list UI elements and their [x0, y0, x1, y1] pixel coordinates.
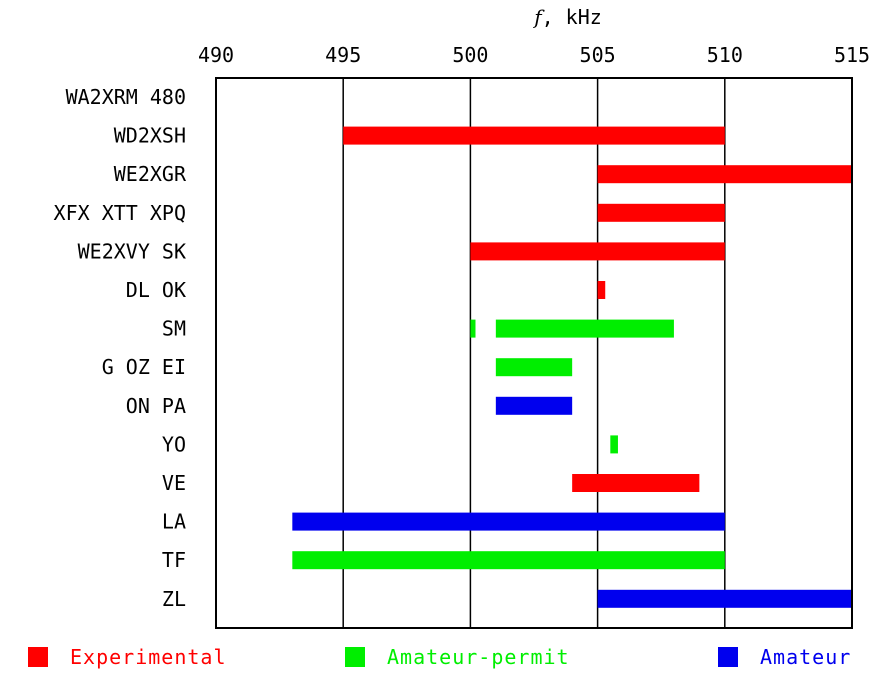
legend: Experimental Amateur-permit Amateur — [0, 645, 876, 685]
range-bar — [495, 319, 674, 338]
row-labels: WA2XRM 480 WD2XSH WE2XGR XFX XTT XPQ WE2XVY … — [54, 85, 187, 611]
range-bar — [495, 396, 573, 415]
range-bar — [597, 203, 725, 222]
grid-lines — [342, 78, 726, 628]
x-axis-unit: , kHz — [542, 5, 602, 29]
range-bars — [292, 126, 852, 608]
x-tick-label-515: 515 — [834, 43, 870, 67]
row-label: SM — [162, 317, 186, 341]
legend-item-amateur-permit: Amateur-permit — [345, 645, 570, 669]
row-label: G OZ EI — [102, 355, 186, 379]
row-label: WA2XRM 480 — [66, 85, 186, 109]
row-label: WD2XSH — [114, 124, 186, 148]
x-tick-label-495: 495 — [325, 43, 361, 67]
plot-frame — [215, 77, 853, 629]
legend-swatch-amateur — [718, 647, 738, 667]
row-label: DL OK — [126, 278, 186, 302]
row-label: LA — [162, 510, 186, 534]
range-bar — [470, 319, 476, 338]
row-label: WE2XVY SK — [78, 239, 186, 263]
x-tick-labels: 490 495 500 505 510 515 — [198, 43, 870, 67]
range-bar — [470, 242, 725, 261]
legend-label-amateur-permit: Amateur-permit — [387, 645, 570, 669]
range-bar — [597, 281, 606, 299]
x-tick-label-510: 510 — [707, 43, 743, 67]
row-label: XFX XTT XPQ — [54, 201, 186, 225]
range-bar — [610, 435, 618, 454]
legend-label-experimental: Experimental — [70, 645, 227, 669]
x-axis-title: f, kHz — [532, 5, 602, 29]
row-label: VE — [162, 471, 186, 495]
range-bar — [597, 165, 852, 184]
legend-item-amateur: Amateur — [718, 645, 851, 669]
legend-swatch-amateur-permit — [345, 647, 365, 667]
row-label: ON PA — [126, 394, 186, 418]
x-tick-label-490: 490 — [198, 43, 234, 67]
range-bar — [495, 358, 573, 377]
range-bar — [292, 551, 725, 570]
x-tick-label-500: 500 — [452, 43, 488, 67]
row-label: ZL — [162, 587, 186, 611]
x-tick-label-505: 505 — [580, 43, 616, 67]
range-bar — [572, 474, 700, 492]
row-label: WE2XGR — [114, 162, 187, 186]
legend-label-amateur: Amateur — [760, 645, 852, 669]
legend-swatch-experimental — [28, 647, 48, 667]
frequency-allocation-chart: 490 495 500 505 510 515 WA2XRM 480 WD2XSH WE2XG… — [54, 5, 870, 629]
range-bar — [292, 512, 725, 531]
row-label: TF — [162, 548, 186, 572]
range-bar — [597, 589, 852, 608]
legend-item-experimental: Experimental — [28, 645, 227, 669]
row-label: YO — [162, 432, 186, 456]
range-bar — [343, 126, 725, 145]
